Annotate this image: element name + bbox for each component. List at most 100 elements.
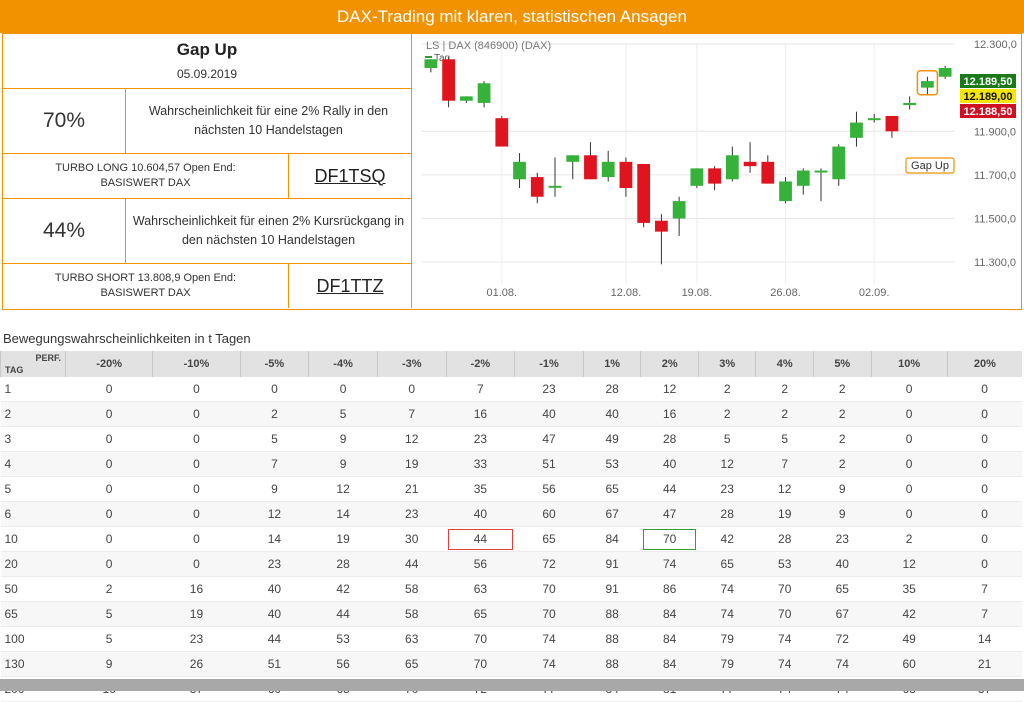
scrollbar[interactable] [0, 679, 1024, 691]
table-cell: 79 [698, 651, 756, 677]
signal-title: Gap Up [176, 40, 238, 59]
table-cell: 63 [446, 576, 515, 602]
column-header: -1% [514, 351, 584, 377]
table-cell: 70 [514, 601, 584, 627]
table-cell: 65 [514, 526, 584, 552]
table-cell: 88 [583, 626, 641, 652]
table-cell: 42 [698, 526, 756, 552]
column-header: 4% [755, 351, 814, 377]
table-cell: 28 [308, 551, 378, 577]
table-cell: 70 [755, 576, 814, 602]
table-cell: 2 [240, 401, 309, 427]
table-cell: 56 [446, 551, 515, 577]
table-cell: 12 [698, 451, 756, 477]
table-cell: 0 [871, 501, 948, 527]
column-header: -5% [239, 351, 309, 377]
table-cell: 26 [152, 651, 241, 677]
table-cell: 23 [152, 626, 241, 652]
table-cell: 12 [640, 377, 699, 402]
table-cell: 70 [755, 601, 814, 627]
y-tick-label: 11.300,0 [974, 257, 1016, 269]
table-cell: 70 [514, 576, 584, 602]
table-cell: 88 [583, 651, 641, 677]
candle-body [637, 164, 651, 223]
table-cell: 9 [813, 501, 872, 527]
long-wkn-link[interactable]: DF1TSQ [289, 154, 412, 199]
table-cell: 28 [755, 526, 814, 552]
table-cell: 16 [446, 401, 515, 427]
table-cell: 49 [871, 626, 948, 652]
table-cell: 23 [813, 526, 872, 552]
table-cell: 0 [152, 451, 241, 477]
table-cell: 0 [240, 377, 309, 402]
table-cell: 0 [871, 401, 948, 427]
candle-body [938, 68, 952, 77]
candle-body [708, 168, 721, 184]
table-cell: 70 [446, 651, 515, 677]
table-cell: 74 [698, 601, 756, 627]
candle-body [796, 170, 810, 186]
table-cell: 65 [583, 476, 641, 502]
table-cell: 2 [755, 377, 814, 402]
table-cell: 51 [514, 451, 584, 477]
table-row: 10 0 0 14 19 30 44 65 84 70 42 28 23 2 0 [0, 526, 1022, 552]
table-cell: 12 [240, 501, 309, 527]
candle-body [814, 170, 828, 173]
table-cell: 0 [947, 377, 1022, 402]
table-cell: 0 [308, 377, 378, 402]
table-cell: 74 [755, 626, 814, 652]
table-cell: 0 [947, 426, 1022, 452]
table-cell: 28 [698, 501, 756, 527]
table-cell: 0 [65, 401, 153, 427]
table-cell: 5 [308, 401, 378, 427]
table-cell: 0 [871, 426, 948, 452]
row-day-label: 4 [0, 451, 66, 477]
y-tick-label: 12.300,0 [974, 39, 1017, 51]
x-tick-label: 19.08. [682, 287, 713, 299]
short-wkn-link[interactable]: DF1TTZ [289, 264, 412, 308]
candle-body [424, 59, 438, 68]
table-cell: 0 [65, 426, 153, 452]
long-turbo-line2: BASISWERT DAX [100, 177, 191, 189]
table-cell: 0 [947, 526, 1022, 552]
price-tag-label: 12.189,50 [964, 76, 1013, 88]
table-cell: 0 [871, 451, 948, 477]
table-cell: 19 [308, 526, 378, 552]
x-tick-label: 01.08. [487, 287, 518, 299]
table-cell: 65 [813, 576, 872, 602]
candle-body [495, 118, 509, 147]
table-cell: 0 [871, 377, 948, 402]
table-cell: 56 [514, 476, 584, 502]
table-cell: 5 [240, 426, 309, 452]
table-cell: 91 [583, 551, 641, 577]
price-tag-label: 12.188,50 [964, 106, 1013, 118]
table-cell: 35 [871, 576, 948, 602]
table-cell: 40 [813, 551, 872, 577]
column-header: 2% [640, 351, 699, 377]
table-cell: 51 [240, 651, 309, 677]
table-cell: 0 [871, 476, 948, 502]
table-cell: 0 [65, 501, 153, 527]
table-cell: 0 [65, 526, 153, 552]
candle-body [584, 155, 597, 180]
row-day-label: 130 [0, 651, 66, 677]
row-day-label: 5 [0, 476, 66, 502]
column-header: 5% [813, 351, 872, 377]
table-cell: 7 [446, 377, 515, 402]
table-cell: 84 [640, 601, 699, 627]
table-cell: 16 [640, 401, 699, 427]
table-cell: 5 [65, 626, 153, 652]
signal-date: 05.09.2019 [176, 67, 238, 81]
table-cell: 40 [240, 601, 309, 627]
table-cell: 19 [755, 501, 814, 527]
table-cell: 42 [871, 601, 948, 627]
table-cell: 49 [583, 426, 641, 452]
probability-table: PERF. TAG -20% -10% -5% -4% -3% -2% -1% 1% 2% 3% 4… [0, 351, 1022, 702]
table-cell: 0 [947, 451, 1022, 477]
table-cell: 12 [755, 476, 814, 502]
price-tag-box [960, 104, 1016, 118]
row-day-label: 50 [0, 576, 66, 602]
table-cell: 60 [871, 651, 948, 677]
table-cell: 44 [640, 476, 699, 502]
table-row: 2 0 0 2 5 7 16 40 40 16 2 2 2 0 0 [0, 401, 1022, 427]
